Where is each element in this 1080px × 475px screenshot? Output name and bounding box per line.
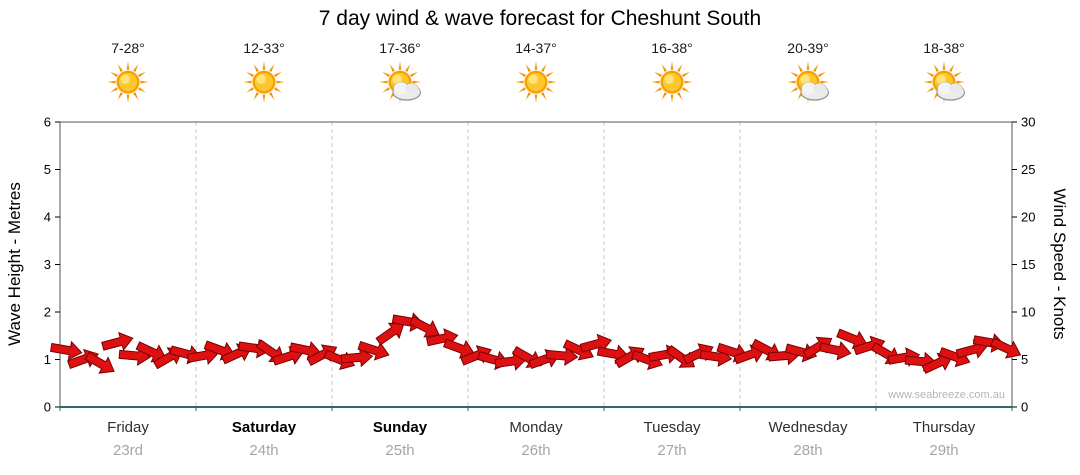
page-title: 7 day wind & wave forecast for Cheshunt … xyxy=(318,7,762,30)
wind-arrow xyxy=(84,351,115,374)
day-date: 27th xyxy=(657,442,687,459)
day-header-thursday: 18-38° xyxy=(876,40,1012,107)
right-tick-label: 20 xyxy=(1021,210,1035,225)
day-date: 24th xyxy=(249,442,279,459)
day-header-wednesday: 20-39° xyxy=(740,40,876,107)
day-temp-range: 20-39° xyxy=(787,40,829,56)
day-temp-range: 7-28° xyxy=(111,40,145,56)
left-tick-label: 0 xyxy=(44,400,51,415)
day-temp-range: 18-38° xyxy=(923,40,965,56)
wind-arrow xyxy=(375,322,405,346)
wind-arrow xyxy=(990,337,1022,359)
day-name: Wednesday xyxy=(768,419,848,436)
day-header-monday: 14-37° xyxy=(468,40,604,107)
watermark-text: www.seabreeze.com.au xyxy=(888,389,1005,401)
left-tick-label: 1 xyxy=(44,352,51,367)
day-date: 26th xyxy=(521,442,551,459)
right-tick-label: 0 xyxy=(1021,400,1028,415)
day-header-friday: 7-28° xyxy=(60,40,196,107)
day-temp-range: 17-36° xyxy=(379,40,421,56)
left-tick-label: 5 xyxy=(44,162,51,177)
sunny-icon xyxy=(468,61,604,107)
sunny-icon xyxy=(604,61,740,107)
right-tick-label: 15 xyxy=(1021,257,1035,272)
wind-arrow xyxy=(101,331,134,352)
day-header-sunday: 17-36° xyxy=(332,40,468,107)
wind-arrow xyxy=(340,347,374,368)
day-date: 25th xyxy=(385,442,415,459)
left-tick-label: 4 xyxy=(44,210,51,225)
day-name: Sunday xyxy=(372,419,428,436)
right-tick-label: 5 xyxy=(1021,352,1028,367)
day-header-saturday: 12-33° xyxy=(196,40,332,107)
day-temp-range: 16-38° xyxy=(651,40,693,56)
day-footer-saturday: Saturday 24th xyxy=(196,419,332,459)
day-header-tuesday: 16-38° xyxy=(604,40,740,107)
partly-cloudy-icon xyxy=(332,61,468,107)
partly-cloudy-icon xyxy=(876,61,1012,107)
day-temp-range: 14-37° xyxy=(515,40,557,56)
day-footer-sunday: Sunday 25th xyxy=(332,419,468,459)
day-name: Tuesday xyxy=(643,419,701,436)
day-date: 29th xyxy=(929,442,959,459)
day-footer-wednesday: Wednesday 28th xyxy=(740,419,876,459)
day-name: Thursday xyxy=(912,419,976,436)
left-tick-label: 6 xyxy=(44,115,51,130)
sunny-icon xyxy=(196,61,332,107)
wind-arrow xyxy=(545,346,579,366)
partly-cloudy-icon xyxy=(740,61,876,107)
day-date: 23rd xyxy=(112,442,144,459)
day-name: Friday xyxy=(107,419,149,436)
day-temp-range: 12-33° xyxy=(243,40,285,56)
left-tick-label: 3 xyxy=(44,257,51,272)
day-name: Saturday xyxy=(231,419,297,436)
wind-arrow xyxy=(921,352,953,374)
day-footer-tuesday: Tuesday 27th xyxy=(604,419,740,459)
day-footer-friday: Friday 23rd xyxy=(60,419,196,459)
right-tick-label: 10 xyxy=(1021,305,1035,320)
day-footer-thursday: Thursday 29th xyxy=(876,419,1012,459)
day-name: Monday xyxy=(509,419,563,436)
left-tick-label: 2 xyxy=(44,305,51,320)
day-footer-monday: Monday 26th xyxy=(468,419,604,459)
right-tick-label: 30 xyxy=(1021,115,1035,130)
sunny-icon xyxy=(60,61,196,107)
wind-arrow xyxy=(357,340,390,361)
wind-arrow xyxy=(819,340,852,361)
wind-arrow xyxy=(409,315,440,338)
wind-arrow xyxy=(49,340,83,361)
day-date: 28th xyxy=(793,442,823,459)
right-tick-label: 25 xyxy=(1021,162,1035,177)
